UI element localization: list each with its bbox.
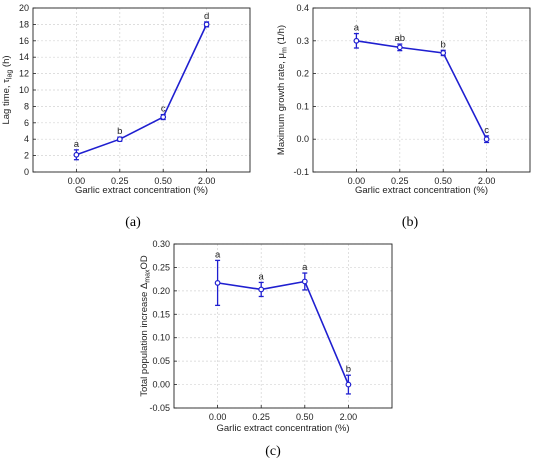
x-axis-label: Garlic extract concentration (%) [216, 423, 349, 434]
y-tick-label: 10 [19, 85, 29, 95]
data-point [396, 44, 403, 51]
x-tick-label: 0.25 [391, 176, 409, 186]
y-tick-label: 16 [19, 36, 29, 46]
y-axis-label-unit: OD [139, 255, 150, 269]
panel-a: 0 2 4 6 8 10 12 14 16 18 20 0.00 0.25 0.50 2.00 a b c d Gar… [1, 3, 251, 230]
y-tick-label: 0.15 [152, 309, 170, 319]
y-axis-label-main: Maximum growth rate, μ [276, 53, 287, 155]
data-point [353, 37, 360, 44]
data-point [160, 114, 167, 120]
significance-label: b [346, 364, 351, 375]
y-tick-label: 12 [19, 69, 29, 79]
y-tick-label: 2 [24, 151, 29, 161]
data-point [258, 286, 265, 293]
x-axis-label: Garlic extract concentration (%) [75, 185, 208, 196]
panel-label: (a) [125, 215, 141, 230]
y-tick-label: 20 [19, 3, 29, 13]
panel-c: -0.05 0.00 0.05 0.10 0.15 0.20 0.25 0.30 0.00 0.2… [139, 239, 393, 459]
y-tick-label: 0.4 [296, 3, 309, 13]
data-point [301, 278, 308, 285]
significance-label: c [484, 125, 489, 136]
y-axis-label-main: Total population increase Δ [139, 282, 150, 397]
data-point [483, 136, 490, 143]
significance-label: a [302, 262, 308, 273]
y-tick-label: 0.2 [296, 69, 309, 79]
data-point [345, 381, 352, 388]
y-axis-label: Maximum growth rate, μm (1/h) [276, 25, 289, 155]
significance-label: b [117, 126, 122, 137]
data-point [73, 151, 80, 158]
y-tick-label: 0.30 [152, 239, 170, 249]
y-axis-label: Total population increase ΔmaxOD [139, 255, 152, 397]
significance-label: b [441, 39, 446, 50]
x-tick-label: 0.25 [111, 176, 129, 186]
significance-label: ab [395, 33, 406, 44]
x-tick-label: 2.00 [478, 176, 496, 186]
y-tick-label: 0.20 [152, 286, 170, 296]
plot-frame [312, 7, 531, 173]
y-axis-label-unit: (1/h) [276, 25, 287, 47]
y-tick-label: 4 [24, 134, 29, 144]
x-tick-label: 0.25 [252, 412, 270, 422]
y-tick-label: 0.3 [296, 36, 309, 46]
data-point [116, 136, 123, 143]
y-tick-label: 14 [19, 52, 29, 62]
y-axis-label-subscript: max [145, 269, 152, 283]
data-point [203, 21, 210, 28]
series-line [217, 280, 350, 385]
x-tick-label: 0.00 [68, 176, 86, 186]
panel-label: (c) [265, 444, 281, 459]
significance-label: c [161, 104, 166, 115]
y-axis-label: Lag time, τlag (h) [1, 55, 14, 124]
y-axis-label-subscript: m [282, 47, 289, 53]
y-tick-label: 0.1 [296, 101, 309, 111]
plot-frame [173, 243, 393, 409]
x-tick-label: 0.00 [209, 412, 227, 422]
y-axis-label-main: Lag time, τ [1, 79, 12, 125]
significance-label: a [215, 249, 221, 260]
y-axis-label-unit: (h) [1, 55, 12, 69]
series-line [356, 40, 488, 140]
panel-label: (b) [402, 215, 419, 230]
x-tick-label: 0.00 [348, 176, 366, 186]
y-tick-label: -0.1 [293, 167, 309, 177]
y-tick-label: 0.10 [152, 333, 170, 343]
significance-label: d [204, 11, 209, 22]
y-tick-label: 18 [19, 19, 29, 29]
significance-label: a [74, 139, 80, 150]
y-tick-label: 0.05 [152, 356, 170, 366]
x-tick-label: 2.00 [198, 176, 216, 186]
significance-label: a [354, 23, 360, 34]
series-line [76, 24, 208, 156]
x-tick-label: 2.00 [340, 412, 358, 422]
x-tick-label: 0.50 [434, 176, 452, 186]
panel-b: -0.1 0.0 0.1 0.2 0.3 0.4 0.00 0.25 0.50 2.00 a ab b c… [276, 3, 531, 230]
y-tick-label: -0.05 [149, 403, 170, 413]
y-axis-label-subscript: lag [7, 70, 14, 79]
y-tick-label: 8 [24, 101, 29, 111]
data-point [214, 279, 221, 286]
y-tick-label: 0.0 [296, 134, 309, 144]
y-tick-label: 0.00 [152, 380, 170, 390]
x-tick-label: 0.50 [154, 176, 172, 186]
y-tick-label: 0.25 [152, 262, 170, 272]
data-point [440, 50, 447, 56]
x-tick-label: 0.50 [296, 412, 314, 422]
y-tick-label: 6 [24, 118, 29, 128]
y-tick-label: 0 [24, 167, 29, 177]
significance-label: a [259, 271, 265, 282]
x-axis-label: Garlic extract concentration (%) [355, 185, 488, 196]
